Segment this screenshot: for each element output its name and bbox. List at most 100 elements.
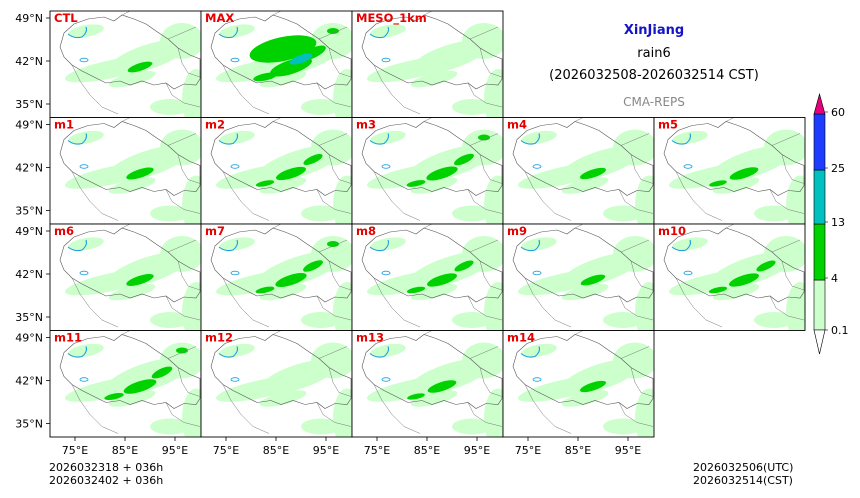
province-border: [675, 277, 723, 328]
province-border: [373, 64, 421, 115]
precip-area: [635, 388, 654, 437]
lake: [218, 26, 239, 39]
map-content: [201, 117, 352, 224]
lon-tick-label: 85°E: [112, 444, 138, 457]
lake: [683, 270, 693, 276]
panel-label: m8: [356, 224, 376, 238]
precip-area: [176, 347, 188, 354]
region-border: [361, 121, 503, 196]
precip-area: [123, 379, 157, 394]
precip-area: [462, 342, 503, 379]
province-border: [479, 260, 503, 291]
precip-area: [259, 390, 307, 407]
precip-area: [613, 236, 654, 272]
region-border: [59, 227, 201, 303]
valid-time-cst: 2026032514(CST): [693, 474, 793, 487]
lake: [218, 346, 239, 358]
precip-area: [580, 274, 606, 286]
province-border: [469, 26, 499, 40]
precip-area: [452, 312, 492, 328]
province-border: [316, 189, 352, 214]
province-border: [121, 117, 131, 122]
province-border: [574, 330, 584, 335]
precip-area: [603, 205, 643, 222]
province-border: [630, 367, 654, 397]
region-border: [663, 227, 805, 303]
province-border: [121, 11, 131, 16]
province-border: [373, 277, 421, 328]
precip-area: [275, 166, 307, 181]
province-border: [177, 154, 201, 184]
province-border: [620, 239, 650, 253]
lake: [67, 346, 88, 358]
lake: [532, 270, 542, 276]
precip-area: [327, 28, 339, 34]
precip-area: [613, 129, 654, 166]
province-border: [165, 295, 201, 321]
map-content: [50, 11, 201, 117]
province-border: [71, 64, 119, 115]
map-content: [352, 330, 503, 437]
region-border: [210, 227, 352, 303]
province-border: [316, 402, 352, 427]
precip-area: [303, 260, 323, 272]
lake: [230, 270, 240, 276]
precip-area: [728, 273, 760, 287]
precip-area: [561, 283, 609, 301]
precip-area: [729, 167, 759, 180]
panel-label: m4: [507, 118, 527, 132]
lake: [218, 239, 239, 252]
precip-area: [454, 260, 474, 272]
province-border: [318, 239, 348, 253]
map-panel: m2: [200, 117, 353, 225]
precip-area: [259, 177, 307, 194]
colorbar-level-label: 13: [831, 216, 845, 229]
lake: [79, 377, 89, 382]
precip-area: [580, 380, 606, 393]
lake: [67, 26, 88, 39]
province-border: [316, 82, 352, 108]
precip-area: [462, 23, 503, 59]
colorbar-extend-min: [813, 329, 826, 355]
valid-period: (2026032508-2026032514 CST): [549, 68, 759, 83]
province-border: [272, 330, 282, 335]
province-border: [467, 189, 503, 214]
lake: [532, 377, 542, 382]
region-border: [210, 121, 352, 196]
panel-label: m9: [507, 224, 527, 238]
map-panel: CTL: [49, 10, 202, 118]
province-border: [467, 295, 503, 321]
region-border: [59, 14, 201, 90]
precip-area: [160, 23, 201, 59]
precip-area: [126, 274, 154, 286]
province-border: [222, 64, 270, 115]
precip-area: [150, 205, 190, 222]
province-border: [574, 117, 584, 122]
precip-area: [603, 312, 643, 328]
precip-area: [108, 390, 156, 407]
lat-tick-label: 35°N: [15, 205, 43, 218]
province-border: [423, 117, 433, 122]
province-border: [469, 239, 499, 253]
province-border: [781, 260, 805, 291]
precip-area: [754, 312, 794, 328]
precip-area: [709, 180, 727, 187]
province-border: [222, 277, 270, 328]
region-border: [210, 14, 352, 90]
precip-area: [426, 166, 458, 181]
precip-area: [253, 72, 277, 82]
precip-area: [452, 205, 492, 222]
province-border: [574, 224, 584, 229]
colorbar-level-label: 4: [831, 272, 838, 285]
precip-area: [150, 99, 190, 115]
lat-tick-label: 49°N: [15, 332, 43, 345]
region-border: [361, 14, 503, 90]
precip-area: [427, 380, 457, 393]
panel-frame: [502, 330, 655, 438]
precip-area: [426, 273, 458, 287]
province-border: [272, 224, 282, 229]
precip-area: [108, 70, 156, 88]
colorbar-level-label: 25: [831, 162, 845, 175]
colorbar-segment: [813, 279, 826, 331]
province-border: [630, 260, 654, 291]
